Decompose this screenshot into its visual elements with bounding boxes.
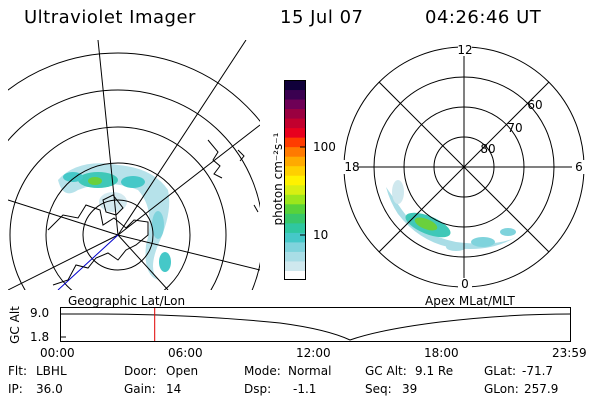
aurora-oval-mag — [386, 180, 516, 251]
colorbar-swatch — [284, 260, 306, 271]
mlt-label-12: 12 — [457, 43, 472, 57]
colorbar — [284, 80, 306, 280]
mag-map-label: Apex MLat/MLT — [425, 294, 515, 308]
mode-key: Mode: — [244, 364, 281, 378]
glon-value: 257.9 — [524, 382, 559, 396]
seq-value: 39 — [402, 382, 418, 396]
glat-value: -71.7 — [522, 364, 554, 378]
colorbar-swatch — [284, 108, 306, 119]
door-value: Open — [166, 364, 199, 378]
gain-key: Gain: — [124, 382, 156, 396]
colorbar-swatch — [284, 232, 306, 243]
ip-key: IP: — [8, 382, 23, 396]
time-label: 04:26:46 UT — [425, 7, 542, 28]
app-title: Ultraviolet Imager — [24, 7, 196, 28]
colorbar-swatch — [284, 80, 306, 91]
gcalt-key: GC Alt: — [365, 364, 407, 378]
alt-xtick-1200: 12:00 — [296, 346, 331, 360]
alt-xtick-1800: 18:00 — [424, 346, 459, 360]
alt-ytick-high: 9.0 — [30, 306, 50, 320]
colorbar-swatch — [284, 89, 306, 100]
alt-xtick-0600: 06:00 — [168, 346, 203, 360]
flt-key: Flt: — [8, 364, 27, 378]
colorbar-swatch — [284, 194, 306, 205]
colorbar-swatch — [284, 99, 306, 110]
alt-xtick-2359: 23:59 — [552, 346, 587, 360]
glon-key: GLon: — [484, 382, 519, 396]
flt-value: LBHL — [36, 364, 67, 378]
colorbar-swatch — [284, 241, 306, 252]
colorbar-swatch — [284, 137, 306, 148]
alt-ytick-low: 1.8 — [30, 330, 50, 344]
mlat-label-70: 70 — [507, 121, 522, 135]
geographic-map — [8, 40, 260, 290]
colorbar-swatch — [284, 127, 306, 138]
gain-value: 14 — [166, 382, 182, 396]
mlt-label-6: 6 — [575, 160, 583, 174]
colorbar-swatch — [284, 156, 306, 167]
colorbar-swatch — [284, 203, 306, 214]
colorbar-swatch — [284, 175, 306, 186]
altitude-plot — [60, 307, 572, 342]
colorbar-swatch — [284, 165, 306, 176]
date-label: 15 Jul 07 — [280, 7, 364, 28]
colorbar-tick-100: 100 — [313, 140, 336, 154]
colorbar-swatch — [284, 251, 306, 262]
aurora-oval-geo — [58, 163, 171, 280]
mlat-label-80: 80 — [480, 142, 495, 156]
glat-key: GLat: — [484, 364, 517, 378]
colorbar-swatch — [284, 213, 306, 224]
magnetic-polar-map: 12 0 18 6 60 70 80 — [340, 43, 586, 291]
colorbar-tick-10: 10 — [313, 228, 329, 242]
geo-map-label: Geographic Lat/Lon — [68, 294, 186, 308]
ip-value: 36.0 — [36, 382, 63, 396]
door-key: Door: — [124, 364, 157, 378]
colorbar-swatch — [284, 184, 306, 195]
dsp-value: -1.1 — [293, 382, 317, 396]
mlat-label-60: 60 — [527, 98, 542, 112]
alt-xtick-0000: 00:00 — [40, 346, 75, 360]
gcalt-value: 9.1 Re — [415, 364, 454, 378]
colorbar-swatch — [284, 146, 306, 157]
mlt-label-18: 18 — [344, 160, 359, 174]
status-panel: Flt: LBHL Door: Open Mode: Normal GC Alt… — [8, 364, 598, 400]
colorbar-swatch — [284, 270, 306, 280]
mode-value: Normal — [288, 364, 332, 378]
colorbar-swatch — [284, 118, 306, 129]
mlt-label-0: 0 — [461, 277, 469, 291]
dsp-key: Dsp: — [244, 382, 272, 396]
seq-key: Seq: — [365, 382, 392, 396]
colorbar-swatch — [284, 222, 306, 233]
alt-plot-ylabel: GC Alt — [8, 306, 22, 344]
colorbar-unit-label: photon cm⁻²s⁻¹ — [271, 132, 285, 226]
